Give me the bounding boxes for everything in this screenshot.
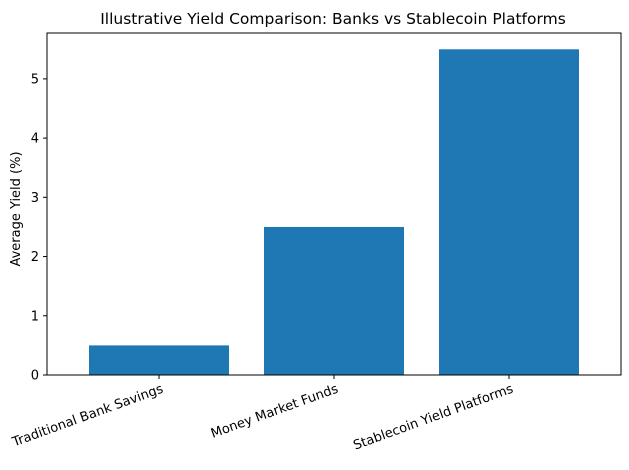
bar-1: [89, 345, 229, 375]
y-tick-label: 1: [31, 309, 39, 324]
chart-title: Illustrative Yield Comparison: Banks vs …: [100, 10, 566, 28]
x-tick-label: Money Market Funds: [209, 382, 341, 442]
x-tick-label: Traditional Bank Savings: [10, 382, 166, 451]
y-tick-label: 5: [31, 72, 39, 87]
bar-2: [264, 226, 404, 375]
y-tick-label: 2: [31, 250, 39, 265]
y-tick-label: 4: [31, 132, 39, 147]
plot-area: 0 1 2 3 4 5 Traditional Bank Savings Money Mark…: [10, 32, 622, 454]
y-axis-label: Average Yield (%): [9, 151, 24, 266]
x-tick-label: Stablecoin Yield Platforms: [351, 382, 515, 454]
y-tick-label: 3: [31, 191, 39, 206]
y-tick-label: 0: [31, 369, 39, 384]
bar-3: [439, 49, 579, 376]
